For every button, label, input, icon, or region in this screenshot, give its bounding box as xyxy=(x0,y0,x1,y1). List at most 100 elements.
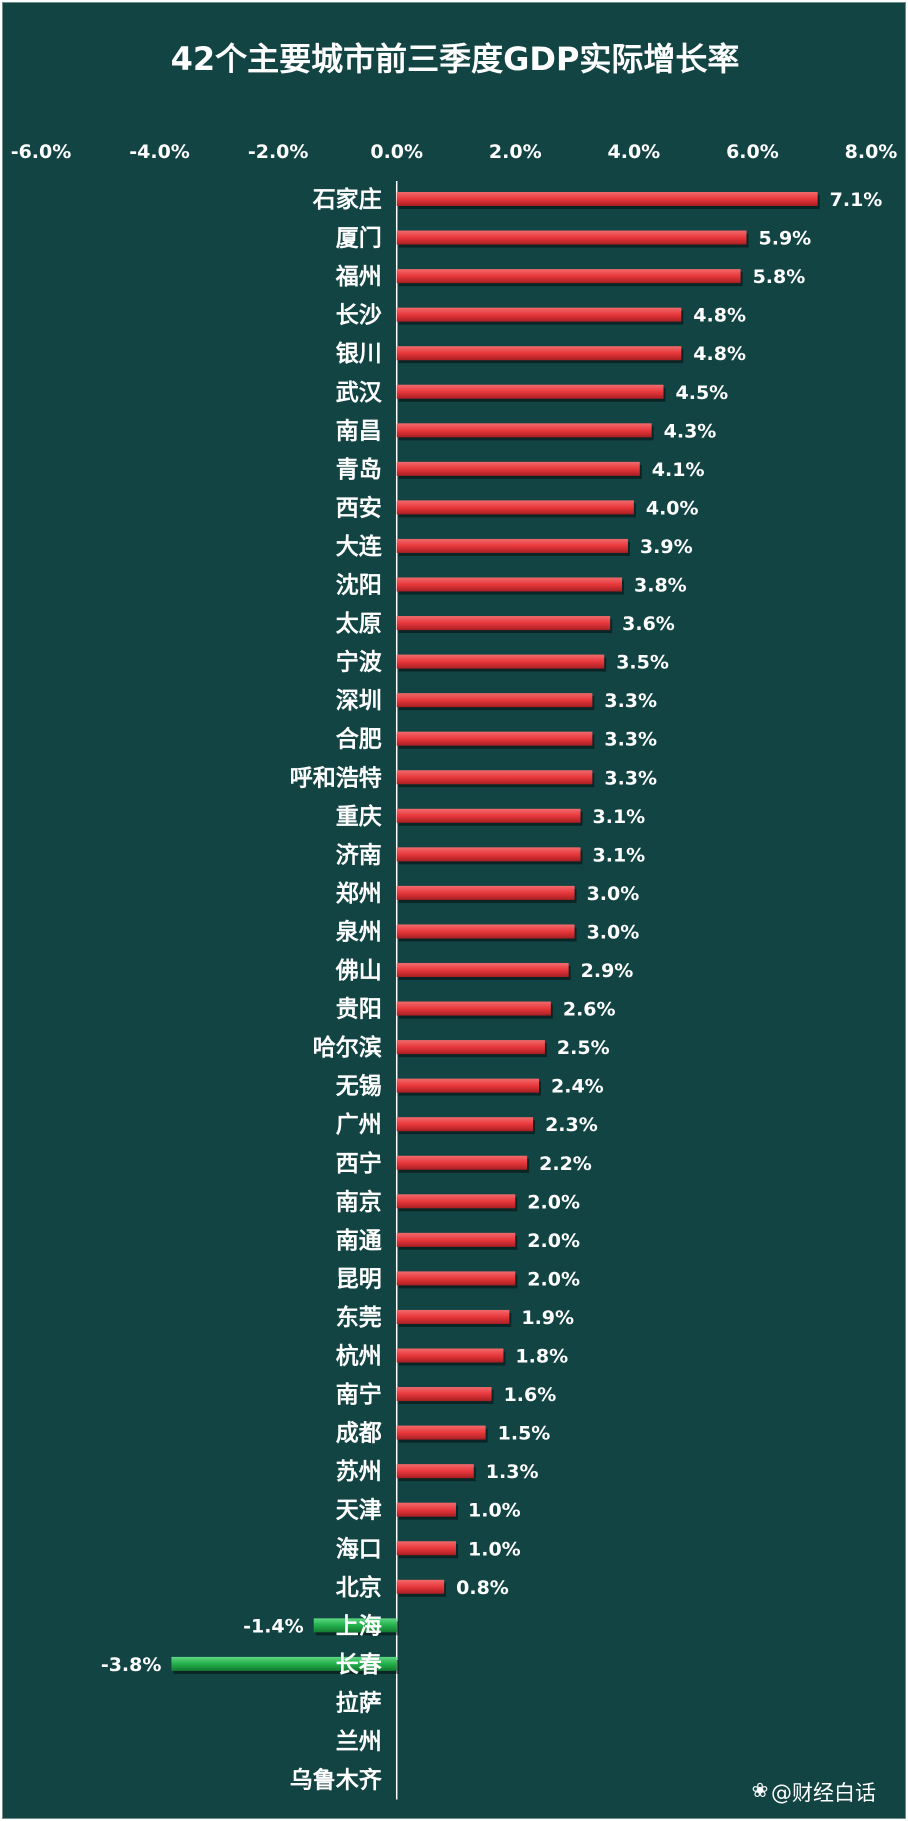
bar xyxy=(396,1194,516,1209)
category-label: 银川 xyxy=(336,340,382,367)
value-label: 3.9% xyxy=(640,536,693,558)
category-label: 福州 xyxy=(335,264,382,290)
value-label: 1.9% xyxy=(521,1307,574,1329)
category-label: 长沙 xyxy=(336,303,382,329)
category-label: 石家庄 xyxy=(312,186,382,213)
category-label: 南通 xyxy=(336,1228,382,1254)
value-label: 5.8% xyxy=(753,266,806,288)
bar xyxy=(396,693,593,708)
value-label: 3.1% xyxy=(593,844,646,866)
value-label: 4.3% xyxy=(664,420,717,442)
category-label: 厦门 xyxy=(336,225,382,252)
category-label: 宁波 xyxy=(336,649,383,676)
x-tick-label: 8.0% xyxy=(845,141,898,163)
bar xyxy=(396,1579,445,1594)
value-label: 2.6% xyxy=(563,999,616,1021)
value-label: 2.2% xyxy=(539,1153,592,1175)
category-label: 海口 xyxy=(336,1535,382,1562)
bar xyxy=(396,1078,539,1093)
value-label: 1.3% xyxy=(486,1461,539,1483)
value-label: 3.5% xyxy=(616,652,669,674)
category-label: 无锡 xyxy=(336,1074,382,1100)
x-tick-label: 0.0% xyxy=(370,141,423,163)
value-label: 3.3% xyxy=(604,767,657,789)
category-label: 济南 xyxy=(336,841,382,868)
watermark-text: @财经白话 xyxy=(771,1781,876,1805)
bar xyxy=(396,1117,534,1132)
value-label: 4.0% xyxy=(646,497,699,519)
category-label: 东莞 xyxy=(336,1304,382,1331)
value-label: -1.4% xyxy=(243,1615,304,1637)
category-label: 杭州 xyxy=(336,1343,382,1370)
x-tick-label: 2.0% xyxy=(489,141,542,163)
value-label: 3.3% xyxy=(604,690,657,712)
category-label: 苏州 xyxy=(336,1459,382,1485)
bar xyxy=(396,500,634,515)
bar xyxy=(171,1656,397,1671)
category-label: 昆明 xyxy=(336,1266,382,1292)
watermark: ❀ @财经白话 xyxy=(752,1778,876,1805)
bar xyxy=(396,307,682,322)
x-tick-label: 6.0% xyxy=(726,141,779,163)
bar xyxy=(396,1155,528,1170)
bar xyxy=(396,616,611,631)
bar xyxy=(396,1541,456,1556)
category-label: 成都 xyxy=(336,1421,382,1447)
x-tick-label: -2.0% xyxy=(248,141,309,163)
category-label: 南宁 xyxy=(336,1381,382,1408)
category-label: 西安 xyxy=(336,494,382,521)
category-label: 深圳 xyxy=(336,688,382,714)
bar xyxy=(396,654,605,669)
category-labels: 石家庄厦门福州长沙银川武汉南昌青岛西安大连沈阳太原宁波深圳合肥呼和浩特重庆济南郑… xyxy=(290,186,383,1794)
x-tick-label: 4.0% xyxy=(608,141,661,163)
value-label: 4.1% xyxy=(652,459,705,481)
category-label: 拉萨 xyxy=(336,1689,382,1716)
category-label: 广州 xyxy=(336,1111,382,1138)
value-label: 1.5% xyxy=(498,1423,551,1445)
bar xyxy=(396,423,652,438)
value-label: 2.9% xyxy=(581,960,634,982)
bar xyxy=(396,924,575,939)
bar xyxy=(396,1232,516,1247)
bar xyxy=(396,1040,545,1055)
category-label: 泉州 xyxy=(336,918,382,945)
value-label: 2.3% xyxy=(545,1114,598,1136)
value-label: 3.0% xyxy=(587,883,640,905)
bar xyxy=(313,1618,397,1633)
value-label: 1.6% xyxy=(504,1384,557,1406)
category-label: 佛山 xyxy=(335,958,382,984)
value-label: -3.8% xyxy=(101,1654,162,1676)
bar xyxy=(396,461,640,476)
category-label: 南昌 xyxy=(336,418,382,444)
bar xyxy=(396,847,581,862)
value-label: 1.0% xyxy=(468,1500,521,1522)
value-label: 3.1% xyxy=(593,806,646,828)
bar xyxy=(396,963,569,977)
category-label: 乌鲁木齐 xyxy=(290,1767,383,1794)
value-label: 3.0% xyxy=(587,921,640,943)
value-label: 1.8% xyxy=(515,1346,568,1368)
bar xyxy=(396,346,682,361)
category-label: 上海 xyxy=(336,1612,382,1639)
bar xyxy=(396,1502,456,1517)
bar-chart: 42个主要城市前三季度GDP实际增长率 -6.0% -4.0% -2.0% 0.0% 2… xyxy=(11,40,898,1805)
bar xyxy=(396,1309,510,1324)
bar xyxy=(396,577,622,592)
value-label: 2.5% xyxy=(557,1037,610,1059)
bar xyxy=(396,1001,551,1016)
bar xyxy=(396,1425,486,1440)
bar xyxy=(396,269,741,284)
category-label: 青岛 xyxy=(336,456,382,483)
value-label: 4.5% xyxy=(676,382,729,404)
value-label: 2.0% xyxy=(527,1230,580,1252)
category-label: 天津 xyxy=(336,1497,382,1524)
category-label: 南京 xyxy=(336,1188,382,1215)
bar xyxy=(396,384,664,399)
value-label: 3.3% xyxy=(604,729,657,751)
category-label: 重庆 xyxy=(336,803,382,830)
chart-title: 42个主要城市前三季度GDP实际增长率 xyxy=(171,40,740,78)
value-label: 1.0% xyxy=(468,1538,521,1560)
category-label: 兰州 xyxy=(336,1728,382,1755)
value-label: 4.8% xyxy=(693,305,746,327)
